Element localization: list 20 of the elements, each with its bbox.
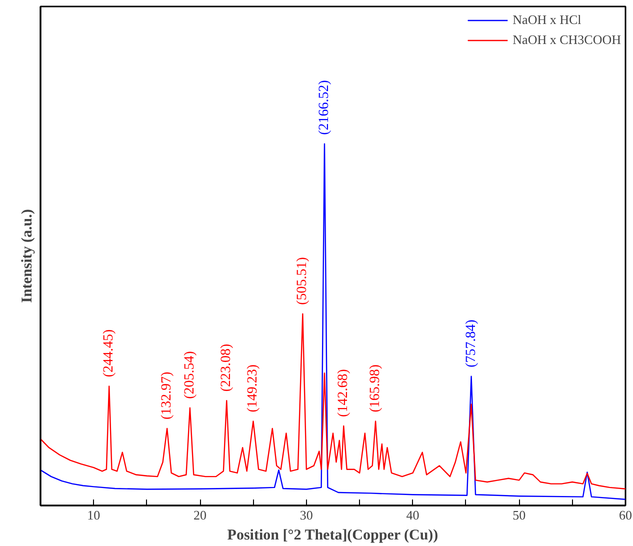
y-axis-title: Intensity (a.u.)	[20, 209, 36, 303]
x-tick-label: 50	[512, 508, 526, 522]
x-axis-title: Position [°2 Theta](Copper (Cu))	[227, 528, 438, 544]
annotation: (132.97)	[160, 371, 175, 420]
annotation: (757.84)	[464, 319, 479, 368]
x-tick-label: 30	[300, 508, 313, 522]
annotation: (165.98)	[368, 364, 384, 412]
x-tick-label: 40	[406, 508, 420, 522]
annotation: (149.23)	[246, 364, 261, 412]
legend-label: NaOH x CH3COOH	[512, 32, 621, 48]
annotation: (142.68)	[336, 368, 352, 417]
legend-label: NaOH x HCl	[512, 12, 582, 28]
x-tick-label: 60	[619, 508, 632, 522]
x-tick-label: 20	[194, 508, 207, 522]
annotation: (223.08)	[219, 343, 234, 392]
x-tick-label: 10	[87, 508, 100, 522]
annotation: (244.45)	[102, 329, 117, 378]
annotation: (2166.52)	[316, 80, 332, 135]
annotation: (205.54)	[182, 350, 198, 399]
annotation: (505.51)	[295, 256, 310, 305]
